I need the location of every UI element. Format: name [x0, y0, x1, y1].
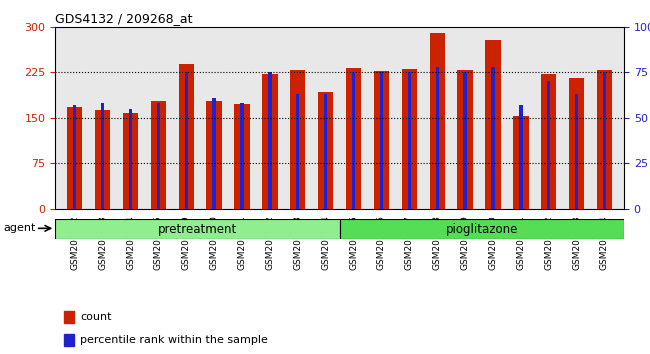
- Bar: [541, 74, 556, 209]
- Bar: [207, 101, 222, 209]
- Bar: [324, 94, 328, 209]
- Bar: [374, 71, 389, 209]
- Bar: [262, 74, 278, 209]
- Bar: [318, 92, 333, 209]
- Bar: [491, 67, 495, 209]
- Bar: [339, 219, 624, 239]
- Bar: [129, 109, 132, 209]
- Bar: [436, 67, 439, 209]
- Text: pretreatment: pretreatment: [158, 223, 237, 236]
- Bar: [73, 105, 77, 209]
- Text: agent: agent: [3, 223, 36, 233]
- Bar: [346, 68, 361, 209]
- Bar: [486, 40, 500, 209]
- Bar: [290, 70, 305, 209]
- Bar: [519, 105, 523, 209]
- Bar: [67, 107, 83, 209]
- Bar: [64, 312, 74, 323]
- Bar: [101, 103, 104, 209]
- Bar: [547, 81, 551, 209]
- Bar: [514, 116, 528, 209]
- Bar: [55, 219, 339, 239]
- Bar: [463, 72, 467, 209]
- Bar: [157, 103, 160, 209]
- Bar: [430, 33, 445, 209]
- Bar: [240, 103, 244, 209]
- Bar: [352, 72, 356, 209]
- Text: pioglitazone: pioglitazone: [446, 223, 518, 236]
- Bar: [185, 72, 188, 209]
- Bar: [402, 69, 417, 209]
- Text: percentile rank within the sample: percentile rank within the sample: [81, 335, 268, 346]
- Bar: [123, 113, 138, 209]
- Bar: [268, 72, 272, 209]
- Bar: [603, 72, 606, 209]
- Bar: [575, 94, 578, 209]
- Bar: [408, 72, 411, 209]
- Bar: [179, 64, 194, 209]
- Bar: [597, 70, 612, 209]
- Bar: [458, 70, 473, 209]
- Bar: [213, 98, 216, 209]
- Bar: [296, 94, 300, 209]
- Text: GDS4132 / 209268_at: GDS4132 / 209268_at: [55, 12, 193, 25]
- Bar: [380, 72, 383, 209]
- Bar: [151, 101, 166, 209]
- Bar: [64, 334, 74, 346]
- Bar: [569, 78, 584, 209]
- Text: count: count: [81, 312, 112, 322]
- Bar: [95, 110, 110, 209]
- Bar: [235, 104, 250, 209]
